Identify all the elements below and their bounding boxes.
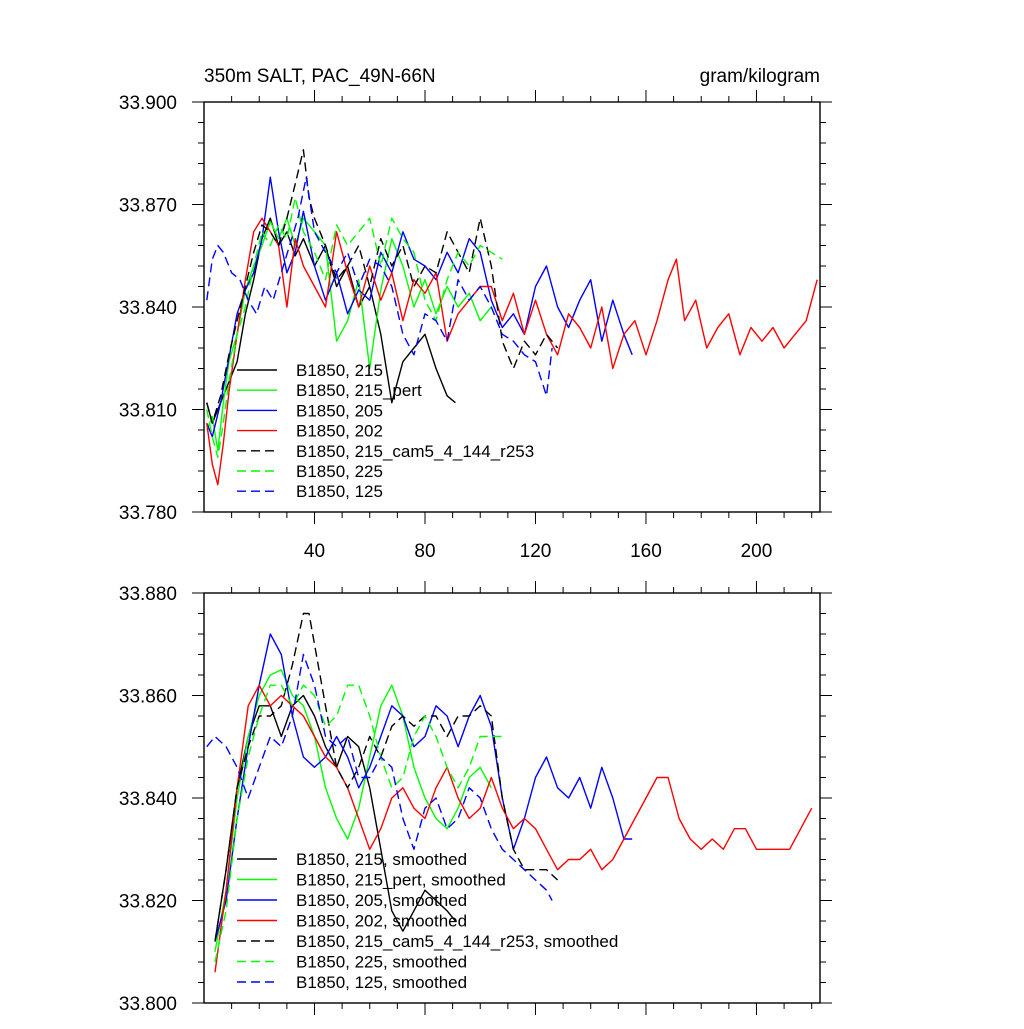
series-line-b1850-225-smoothed xyxy=(214,684,503,963)
units-label: gram/kilogram xyxy=(700,66,820,87)
series-line-b1850-215-cam5-4-144-r253 xyxy=(206,149,559,424)
series-line-b1850-205-smoothed xyxy=(214,633,633,942)
legend-entry: B1850, 202 xyxy=(296,422,383,441)
panel-smoothed: 33.800 33.820 33.840 33.860 33.880 B1850, 21… xyxy=(119,581,832,1015)
y-tick-label: 33.860 xyxy=(119,687,177,708)
legend-entry: B1850, 202, smoothed xyxy=(296,912,467,931)
tick-marks xyxy=(192,581,832,1015)
x-tick-label: 120 xyxy=(520,541,552,562)
legend-entry: B1850, 125, smoothed xyxy=(296,973,467,992)
series-line-b1850-125 xyxy=(206,176,553,397)
legend: B1850, 215, smoothed B1850, 215_pert, smo… xyxy=(237,850,618,992)
y-tick-label: 33.820 xyxy=(119,892,177,913)
plot-frame xyxy=(203,592,821,1004)
y-tick-label: 33.810 xyxy=(119,401,177,422)
x-tick-label: 40 xyxy=(304,541,325,562)
x-tick-label: 80 xyxy=(414,541,435,562)
y-tick-labels: 33.780 33.810 33.840 33.870 33.900 xyxy=(119,93,177,524)
legend-entry: B1850, 205, smoothed xyxy=(296,891,467,910)
y-tick-label: 33.800 xyxy=(119,994,177,1015)
y-tick-label: 33.840 xyxy=(119,298,177,319)
y-tick-label: 33.840 xyxy=(119,789,177,810)
legend-entry: B1850, 215_pert, smoothed xyxy=(296,871,506,890)
y-tick-label: 33.780 xyxy=(119,503,177,524)
legend-entry: B1850, 215_cam5_4_144_r253, smoothed xyxy=(296,932,618,951)
y-tick-labels: 33.800 33.820 33.840 33.860 33.880 xyxy=(119,584,177,1015)
y-tick-label: 33.900 xyxy=(119,93,177,114)
series-group xyxy=(206,612,813,973)
series-line-b1850-225 xyxy=(206,196,503,458)
series-line-b1850-202-smoothed xyxy=(214,684,813,973)
series-line-b1850-205 xyxy=(206,176,633,438)
series-line-b1850-215-cam5-4-144-r253-smoothed xyxy=(214,612,559,942)
tick-marks xyxy=(192,90,832,524)
legend-entry: B1850, 215_cam5_4_144_r253 xyxy=(296,442,534,461)
x-tick-label: 160 xyxy=(630,541,662,562)
series-line-b1850-125-smoothed xyxy=(206,653,553,901)
series-line-b1850-215-pert-smoothed xyxy=(214,669,492,952)
chart-title: 350m SALT, PAC_49N-66N xyxy=(204,66,436,87)
legend-entry: B1850, 215, smoothed xyxy=(296,850,467,869)
legend-entry: B1850, 225, smoothed xyxy=(296,953,467,972)
y-tick-label: 33.880 xyxy=(119,584,177,605)
legend-entry: B1850, 215 xyxy=(296,361,383,380)
y-tick-label: 33.870 xyxy=(119,196,177,217)
legend-entry: B1850, 225 xyxy=(296,462,383,481)
series-group xyxy=(206,149,818,486)
panel-raw: 350m SALT, PAC_49N-66N gram/kilogram 33.… xyxy=(119,66,832,562)
x-tick-labels: 40 80 120 160 200 xyxy=(304,541,772,562)
plot-frame xyxy=(203,101,821,513)
legend-entry: B1850, 205 xyxy=(296,401,383,420)
legend-entry: B1850, 125 xyxy=(296,482,383,501)
legend-entry: B1850, 215_pert xyxy=(296,381,422,400)
x-tick-label: 200 xyxy=(741,541,773,562)
